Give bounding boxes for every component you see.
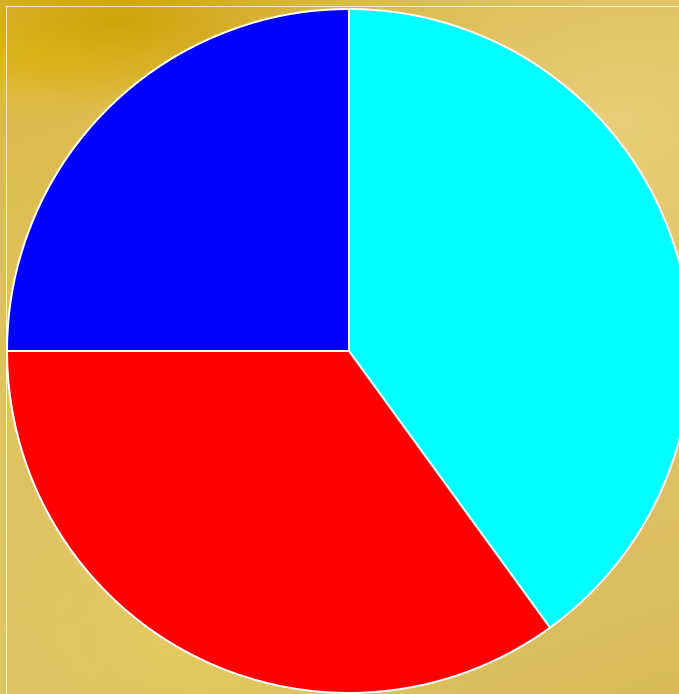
pie-slice-3 <box>6 8 350 352</box>
pie-slice-2 <box>6 350 552 694</box>
pie-slice-1 <box>348 8 679 629</box>
